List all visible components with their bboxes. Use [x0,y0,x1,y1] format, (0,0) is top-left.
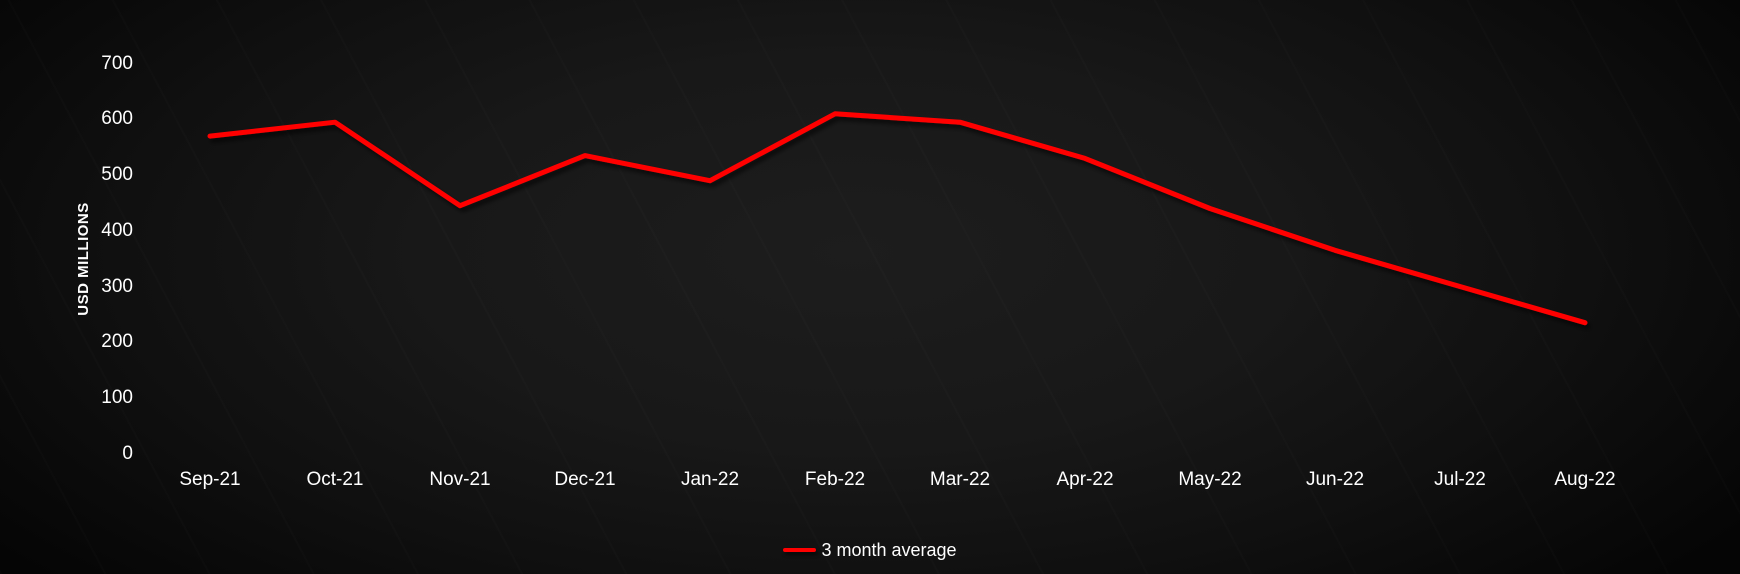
x-axis-label: Mar-22 [929,469,991,490]
x-axis-label: Sep-21 [179,469,241,490]
x-axis-label: Aug-22 [1554,469,1616,490]
y-tick-label: 500 [101,164,133,185]
y-tick-label: 700 [101,53,133,74]
y-tick-label: 400 [101,220,133,241]
series-line-3-month-average [207,111,1588,326]
y-tick-label: 100 [101,387,133,408]
x-axis-label: Nov-21 [429,469,491,490]
legend-series-label: 3 month average [821,540,957,560]
x-axis-label: May-22 [1178,469,1242,490]
x-axis-label: Oct-21 [306,469,364,490]
x-axis-label: Feb-22 [804,469,866,490]
x-axis-label: Jun-22 [1305,469,1365,490]
x-axis-label: Jul-22 [1434,469,1486,490]
legend-line-swatch [783,548,817,552]
x-axis-label: Jan-22 [680,469,740,490]
y-tick-label: 200 [101,331,133,352]
y-tick-label: 300 [101,276,133,297]
x-axis-label: Dec-21 [554,469,616,490]
y-tick-label: 0 [122,443,133,464]
x-axis-label: Apr-22 [1056,469,1114,490]
legend: 3 month average [0,539,1740,561]
y-tick-label: 600 [101,108,133,129]
